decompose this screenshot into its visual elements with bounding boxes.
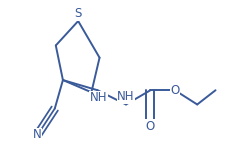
Text: NH: NH bbox=[117, 90, 135, 103]
Text: O: O bbox=[170, 84, 179, 97]
Text: O: O bbox=[146, 120, 155, 133]
Text: N: N bbox=[33, 128, 42, 142]
Text: NH: NH bbox=[89, 91, 107, 104]
Text: S: S bbox=[75, 7, 82, 20]
